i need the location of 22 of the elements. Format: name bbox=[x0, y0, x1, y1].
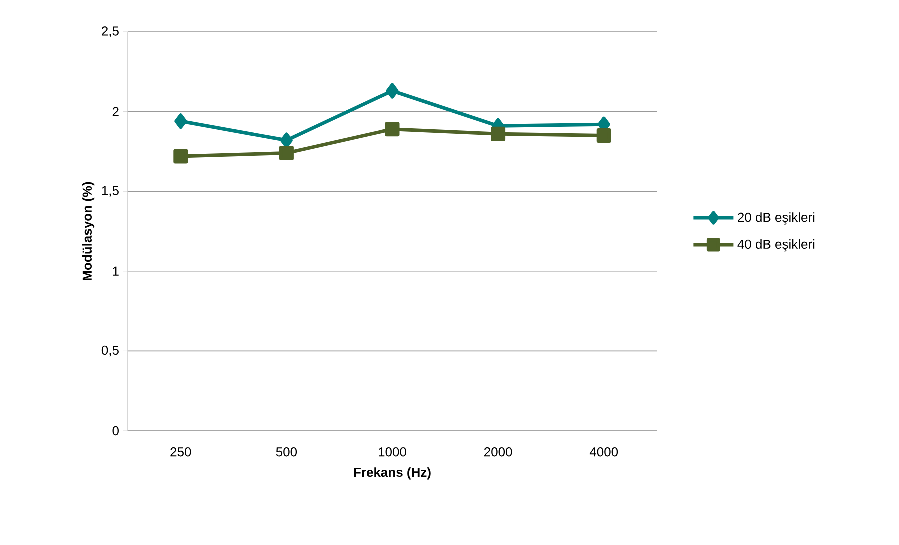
point bbox=[386, 83, 399, 99]
point bbox=[279, 146, 294, 161]
point bbox=[174, 149, 188, 164]
x-tick-label: 4000 bbox=[590, 448, 618, 457]
point bbox=[491, 126, 506, 142]
legend-label: 40 dB eşikleri bbox=[738, 239, 815, 252]
x-tick-label: 500 bbox=[276, 448, 298, 457]
y-tick-label: 1 bbox=[113, 266, 119, 276]
y-tick-label: 0,5 bbox=[102, 346, 119, 357]
y-tick-label: 1,5 bbox=[102, 186, 119, 197]
point bbox=[174, 114, 188, 130]
point bbox=[596, 128, 612, 143]
y-tick-label: 2 bbox=[112, 107, 119, 116]
x-tick-label: 2000 bbox=[484, 448, 512, 457]
x-tick-label: 250 bbox=[170, 448, 192, 457]
y-tick-label: 2,5 bbox=[102, 26, 119, 38]
y-tick-label: 0 bbox=[112, 426, 119, 436]
x-tick-label: 1000 bbox=[379, 448, 406, 457]
point bbox=[385, 122, 400, 137]
x-axis-title: Frekans (Hz) bbox=[354, 468, 431, 480]
legend-label: 20 dB eşikleri bbox=[738, 212, 815, 225]
y-axis-title: Modülasyon (%) bbox=[82, 182, 95, 280]
